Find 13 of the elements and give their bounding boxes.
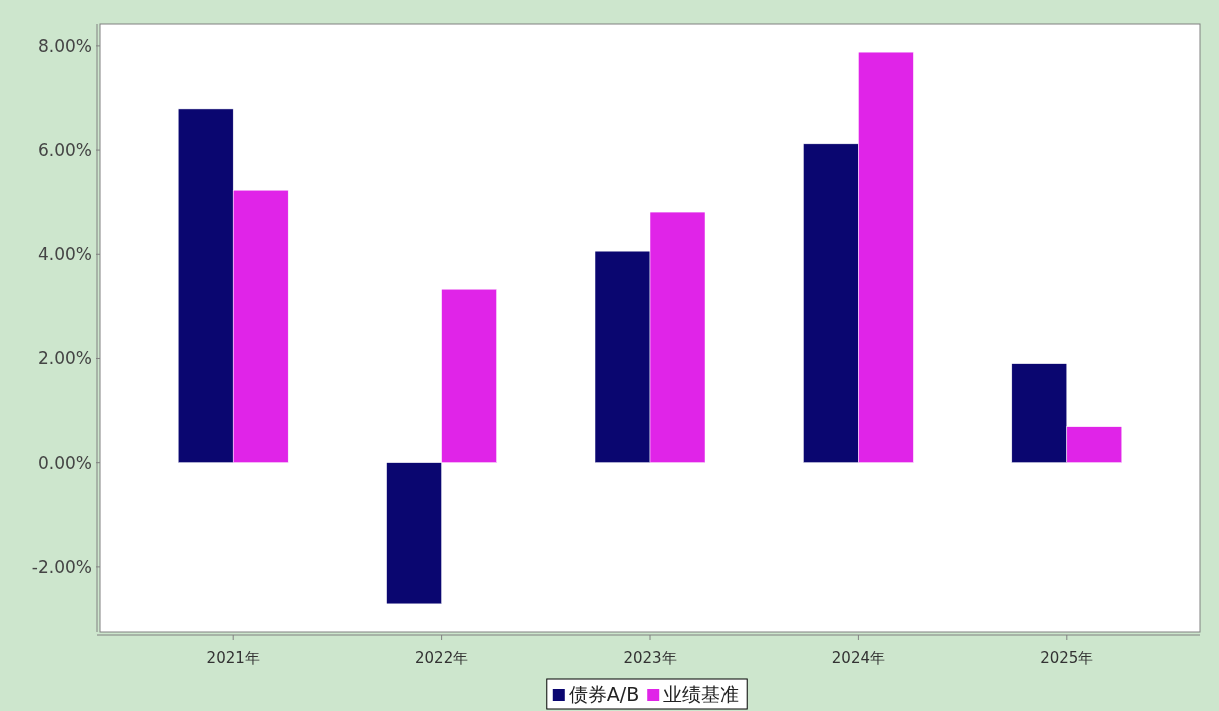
legend-label: 债券A/B [568,683,640,705]
y-tick-label: 4.00% [37,244,92,265]
legend-label: 业绩基准 [663,683,740,705]
x-tick-label: 2024年 [831,649,885,667]
x-tick-label: 2023年 [623,649,677,667]
x-tick-label: 2025年 [1040,649,1094,667]
x-tick-label: 2022年 [415,649,469,667]
y-tick-label: 6.00% [37,140,92,161]
y-tick-label: 8.00% [37,35,92,56]
x-tick-label: 2021年 [206,649,260,667]
y-tick-label: -2.00% [31,556,92,577]
y-tick-label: 0.00% [37,452,92,473]
y-tick-label: 2.00% [37,348,92,369]
